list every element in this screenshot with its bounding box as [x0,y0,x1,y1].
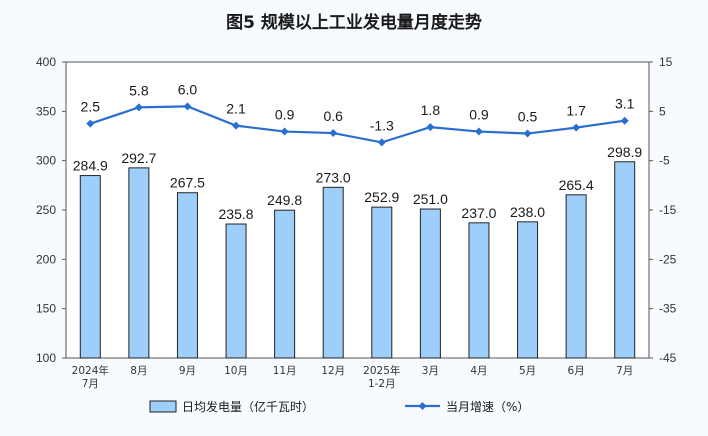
line-data-label: 0.6 [323,108,343,124]
bar-data-label: 252.9 [364,189,399,205]
bar [517,221,539,359]
bar [322,186,344,359]
line-point [523,129,532,138]
right-axis-tick-label: -35 [659,302,677,316]
bar [468,222,490,359]
plot-area: 400 350 300 250 200 150 100 15 5 -5 -15 -25 -35 -45 28… [36,55,677,390]
bar-data-label: 273.0 [316,169,351,185]
bar [371,206,393,359]
bar-data-label: 251.0 [413,191,448,207]
line-data-label: 1.7 [566,103,586,119]
left-axis-tick-label: 200 [36,252,56,266]
x-axis-tick-label: 5月 [519,365,536,377]
x-axis-tick-label: 6月 [568,365,585,377]
line-point [232,121,241,130]
line-point [377,138,386,147]
line-data-label: 5.8 [129,82,149,98]
bar [128,167,150,359]
bar [274,209,296,359]
line-point [280,127,289,136]
bar [565,194,587,359]
x-axis-tick-label: 2024年 7月 [72,364,109,390]
right-axis-tick-label: -5 [659,154,670,168]
line-data-label: 3.1 [615,96,635,112]
left-axis-tick-label: 250 [36,203,56,217]
line-data-label: 0.9 [469,107,489,123]
line-data-label: -1.3 [370,117,394,133]
x-axis-tick-label: 7月 [616,365,633,377]
plot-frame [65,61,650,359]
line-data-label: 0.9 [275,107,295,123]
x-axis-tick-label: 3月 [422,365,439,377]
x-axis-tick-label: 11月 [273,365,297,377]
bar [419,208,441,359]
line-point [620,116,629,125]
legend-line-marker [418,402,427,410]
bar-data-label: 235.8 [219,206,254,222]
bar [79,175,101,359]
bar [614,161,636,359]
right-axis-tick-label: -25 [659,252,677,266]
line-point [426,123,435,132]
line-data-label: 2.1 [226,101,246,117]
x-axis-tick-label: 12月 [321,365,345,377]
x-axis-tick-label: 2025年 1-2月 [363,364,400,390]
x-axis-tick-label: 8月 [130,365,147,377]
line-data-label: 1.8 [421,102,441,118]
line-point [474,127,483,136]
right-axis-tick-label: 5 [659,104,666,118]
left-axis-tick-label: 300 [36,154,56,168]
bar-data-label: 292.7 [121,150,156,166]
line-point [329,129,338,138]
bar-data-label: 298.9 [607,144,642,160]
left-axis-tick-label: 350 [36,104,56,118]
bar-data-label: 238.0 [510,204,545,220]
x-axis-tick-label: 9月 [179,365,196,377]
x-axis-tick-label: 4月 [470,365,487,377]
line-point [183,102,192,111]
bar-data-label: 267.5 [170,175,205,191]
right-axis-tick-label: 15 [659,55,673,69]
bar-data-label: 249.8 [267,192,302,208]
bar-data-label: 265.4 [559,177,594,193]
left-axis-tick-label: 400 [36,55,56,69]
x-axis-tick-label: 10月 [224,365,248,377]
right-axis-tick-label: -15 [659,203,677,217]
line-data-label: 0.5 [518,109,538,125]
line-point [572,123,581,132]
right-axis-tick-label: -45 [659,351,677,365]
bar-data-label: 284.9 [73,158,108,174]
chart-title: 图5 规模以上工业发电量月度走势 [226,12,482,33]
left-axis-tick-label: 150 [36,302,56,316]
growth-line [89,105,625,144]
line-data-label: 6.0 [178,81,198,97]
left-axis-tick-label: 100 [36,351,56,365]
legend-bar-label: 日均发电量（亿千瓦时） [182,399,314,414]
legend: 日均发电量（亿千瓦时） 当月增速（%） [149,399,529,414]
line-point [134,103,143,112]
line-point [86,119,95,128]
legend-bar-swatch [149,400,177,413]
line-data-label: 2.5 [81,99,101,115]
bar [176,192,198,359]
bar-data-label: 237.0 [461,205,496,221]
bar [225,223,247,359]
legend-line-label: 当月增速（%） [446,400,529,414]
